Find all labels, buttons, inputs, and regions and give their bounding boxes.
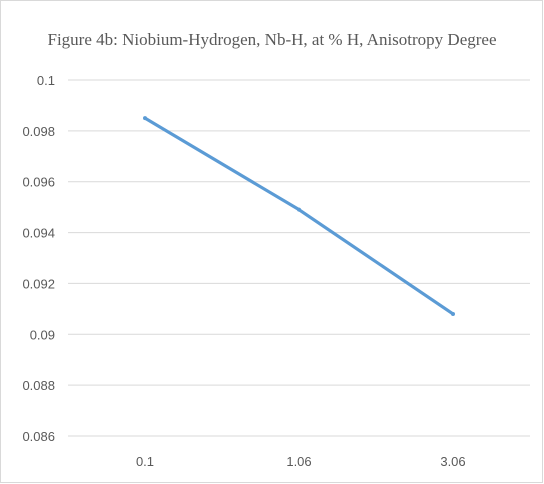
data-point <box>451 311 455 316</box>
x-axis-tick-labels: 0.1 1.06 3.06 <box>136 454 466 469</box>
y-axis-tick-labels: 0.1 0.098 0.096 0.094 0.092 0.09 0.088 0.086 <box>22 73 55 444</box>
x-tick-label: 3.06 <box>440 454 465 469</box>
y-tick-label: 0.096 <box>22 175 55 190</box>
gridlines <box>68 79 530 437</box>
data-point <box>143 116 147 121</box>
chart-title: Figure 4b: Niobium-Hydrogen, Nb-H, at % … <box>47 30 497 49</box>
y-tick-label: 0.09 <box>30 327 55 342</box>
y-tick-label: 0.094 <box>22 226 55 241</box>
y-tick-label: 0.088 <box>22 378 55 393</box>
x-tick-label: 0.1 <box>136 454 154 469</box>
series-line <box>143 116 455 316</box>
data-point <box>297 207 301 212</box>
series <box>143 116 455 316</box>
y-tick-label: 0.1 <box>37 73 55 88</box>
y-tick-label: 0.098 <box>22 124 55 139</box>
y-tick-label: 0.092 <box>22 276 55 291</box>
x-tick-label: 1.06 <box>286 454 311 469</box>
y-tick-label: 0.086 <box>22 429 55 444</box>
